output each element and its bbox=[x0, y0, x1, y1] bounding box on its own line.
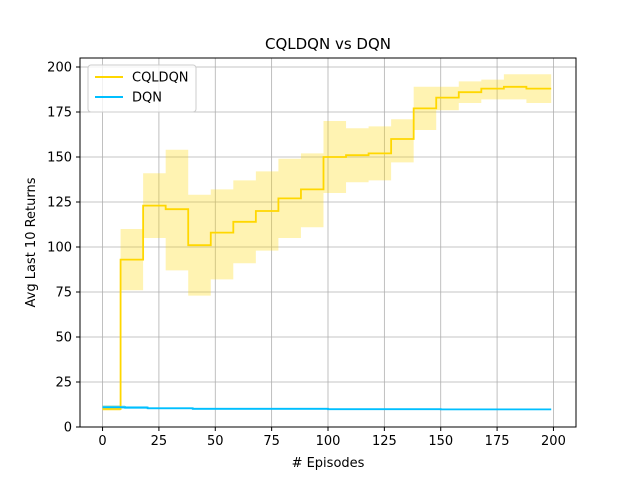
x-tick-label: 0 bbox=[98, 434, 106, 449]
y-tick-label: 175 bbox=[47, 106, 72, 121]
x-tick-label: 200 bbox=[541, 434, 566, 449]
y-tick-label: 100 bbox=[47, 241, 72, 256]
y-tick-label: 200 bbox=[47, 61, 72, 76]
y-tick-label: 150 bbox=[47, 151, 72, 166]
band-cqldqn bbox=[102, 74, 552, 411]
x-tick-label: 50 bbox=[207, 434, 224, 449]
line-dqn bbox=[102, 406, 552, 411]
series-lines bbox=[102, 85, 552, 411]
x-tick-label: 100 bbox=[316, 434, 341, 449]
y-tick-label: 25 bbox=[55, 376, 72, 391]
x-tick-label: 125 bbox=[372, 434, 397, 449]
y-tick-label: 0 bbox=[64, 421, 72, 436]
y-tick-label: 125 bbox=[47, 196, 72, 211]
x-axis-label: # Episodes bbox=[292, 456, 365, 471]
line-cqldqn bbox=[102, 85, 552, 410]
x-tick-label: 75 bbox=[263, 434, 280, 449]
legend-label-dqn: DQN bbox=[132, 91, 162, 106]
legend: CQLDQN DQN bbox=[87, 64, 197, 113]
x-tick-label: 25 bbox=[151, 434, 168, 449]
y-axis-ticks: 0 25 50 75 100 125 150 175 200 bbox=[47, 61, 80, 436]
legend-label-cqldqn: CQLDQN bbox=[132, 71, 189, 86]
y-tick-label: 50 bbox=[55, 331, 72, 346]
chart-title: CQLDQN vs DQN bbox=[265, 35, 391, 53]
y-tick-label: 75 bbox=[55, 286, 72, 301]
x-tick-label: 150 bbox=[428, 434, 453, 449]
y-axis-label: Avg Last 10 Returns bbox=[24, 177, 39, 307]
x-axis-ticks: 0 25 50 75 100 125 150 175 200 bbox=[98, 427, 566, 449]
x-tick-label: 175 bbox=[485, 434, 510, 449]
